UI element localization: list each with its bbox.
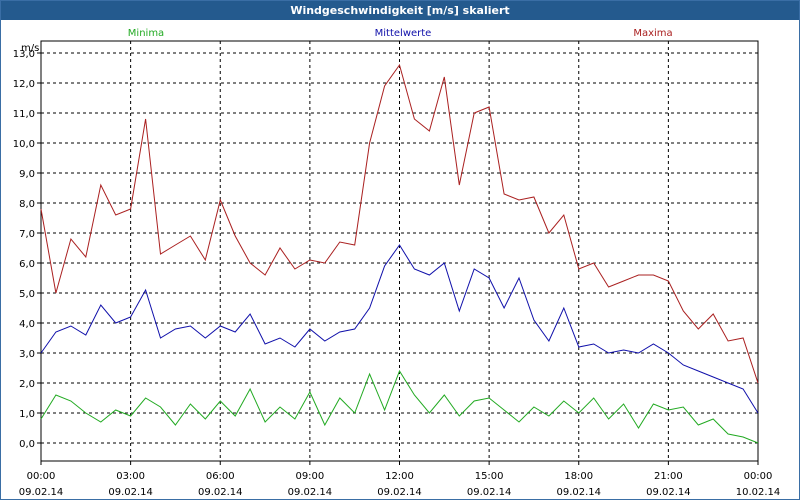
x-tick-date-label: 09.02.14 xyxy=(377,487,422,498)
x-tick-date-label: 09.02.14 xyxy=(467,487,512,498)
series-line-maxima xyxy=(40,63,759,384)
x-tick-date-label: 10.02.14 xyxy=(736,487,781,498)
y-tick-label: 1,0 xyxy=(19,409,35,420)
y-tick-label: 13,0 xyxy=(13,49,35,60)
legend-entry-minima: Minima xyxy=(128,28,164,39)
x-tick-time-label: 06:00 xyxy=(206,471,235,482)
legend-entry-maxima: Maxima xyxy=(633,28,672,39)
y-tick-label: 11,0 xyxy=(13,109,35,120)
x-axis-ticks: 00:00 09.02.14 03:00 09.02.14 06:00 09.02.14 0… xyxy=(19,461,781,498)
series-group xyxy=(40,63,759,444)
window-title: Windgeschwindigkeit [m/s] skaliert xyxy=(1,1,799,20)
x-tick-time-label: 03:00 xyxy=(116,471,145,482)
grid-lines xyxy=(41,41,758,461)
y-axis-ticks: 0,0 1,0 2,0 3,0 4,0 5,0 6,0 7,0 8,0 9,0 10,0 11,0 12… xyxy=(13,49,41,450)
y-tick-label: 4,0 xyxy=(19,319,35,330)
x-tick-date-label: 09.02.14 xyxy=(646,487,691,498)
x-tick-date-label: 09.02.14 xyxy=(198,487,243,498)
x-tick-time-label: 09:00 xyxy=(295,471,324,482)
x-tick-time-label: 18:00 xyxy=(564,471,593,482)
series-line-mittelwerte xyxy=(40,244,759,414)
y-tick-label: 5,0 xyxy=(19,289,35,300)
x-tick-date-label: 09.02.14 xyxy=(556,487,601,498)
x-tick-date-label: 09.02.14 xyxy=(288,487,333,498)
series-line-minima xyxy=(40,369,759,444)
x-tick-time-label: 15:00 xyxy=(475,471,504,482)
x-tick-time-label: 00:00 xyxy=(744,471,773,482)
y-tick-label: 2,0 xyxy=(19,379,35,390)
x-tick-time-label: 21:00 xyxy=(654,471,683,482)
legend: Minima Mittelwerte Maxima xyxy=(128,28,673,39)
legend-entry-mittelwerte: Mittelwerte xyxy=(375,28,432,39)
y-tick-label: 3,0 xyxy=(19,349,35,360)
y-tick-label: 12,0 xyxy=(13,79,35,90)
y-tick-label: 10,0 xyxy=(13,139,35,150)
x-tick-time-label: 00:00 xyxy=(27,471,56,482)
y-axis-label: m/s xyxy=(21,43,39,54)
x-tick-date-label: 09.02.14 xyxy=(19,487,64,498)
y-tick-label: 9,0 xyxy=(19,169,35,180)
y-tick-label: 6,0 xyxy=(19,259,35,270)
y-tick-label: 8,0 xyxy=(19,199,35,210)
x-tick-time-label: 12:00 xyxy=(385,471,414,482)
y-tick-label: 0,0 xyxy=(19,439,35,450)
x-tick-date-label: 09.02.14 xyxy=(108,487,153,498)
y-tick-label: 7,0 xyxy=(19,229,35,240)
